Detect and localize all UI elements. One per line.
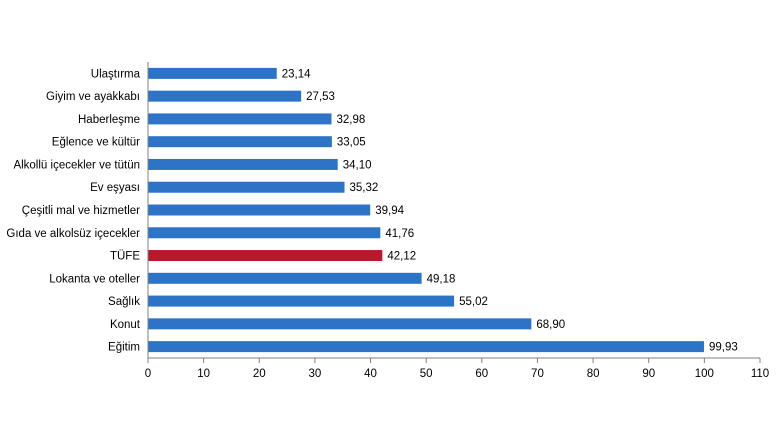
bar (148, 136, 332, 148)
value-label: 39,94 (375, 205, 404, 217)
x-tick-label: 100 (695, 368, 714, 380)
bar (148, 227, 381, 239)
x-tick-label: 20 (253, 368, 266, 380)
value-label: 33,05 (337, 137, 366, 149)
category-labels-group: Ulaştırma Giyim ve ayakkabı Haberleşme Eğle… (6, 68, 140, 353)
category-label: Gıda ve alkolsüz içecekler (6, 228, 140, 240)
value-label: 41,76 (385, 228, 414, 240)
value-label: 49,18 (427, 273, 456, 285)
x-ticks-group: 0 10 20 30 40 50 60 70 80 90 100 110 (145, 358, 769, 380)
value-label: 68,90 (536, 319, 565, 331)
bar (148, 295, 455, 307)
value-label: 34,10 (343, 159, 372, 171)
bar (148, 204, 371, 216)
bar (148, 341, 704, 353)
bars-group (148, 67, 704, 353)
x-tick-label: 10 (197, 368, 210, 380)
bar (148, 113, 332, 125)
bar (148, 90, 302, 102)
x-tick-label: 70 (531, 368, 544, 380)
category-label: Ev eşyası (90, 182, 140, 194)
value-label: 99,93 (709, 342, 738, 354)
value-label: 32,98 (336, 114, 365, 126)
bar (148, 67, 277, 79)
bar (148, 272, 422, 284)
x-tick-label: 40 (364, 368, 377, 380)
x-tick-label: 50 (420, 368, 433, 380)
value-label: 55,02 (459, 296, 488, 308)
category-label: Giyim ve ayakkabı (46, 91, 140, 103)
category-label: Ulaştırma (91, 68, 141, 80)
value-label: 27,53 (306, 91, 335, 103)
x-tick-label: 30 (309, 368, 322, 380)
category-label: Çeşitli mal ve hizmetler (22, 205, 140, 217)
x-tick-label: 90 (642, 368, 655, 380)
category-label: Konut (110, 319, 141, 331)
category-label: TÜFE (110, 251, 140, 263)
x-tick-label: 60 (475, 368, 488, 380)
category-label: Haberleşme (78, 114, 140, 126)
category-label: Alkollü içecekler ve tütün (13, 159, 140, 171)
value-label: 35,32 (350, 182, 379, 194)
bar (148, 250, 383, 262)
category-label: Eğitim (108, 342, 140, 354)
value-label: 23,14 (282, 68, 311, 80)
bar (148, 318, 532, 330)
category-label: Lokanta ve oteller (49, 273, 140, 285)
x-tick-label: 0 (145, 368, 151, 380)
category-label: Sağlık (108, 296, 140, 308)
bar (148, 158, 338, 170)
value-label: 42,12 (387, 251, 416, 263)
x-tick-label: 110 (751, 368, 769, 380)
bar (148, 181, 345, 193)
category-label: Eğlence ve kültür (52, 137, 140, 149)
x-tick-label: 80 (587, 368, 600, 380)
